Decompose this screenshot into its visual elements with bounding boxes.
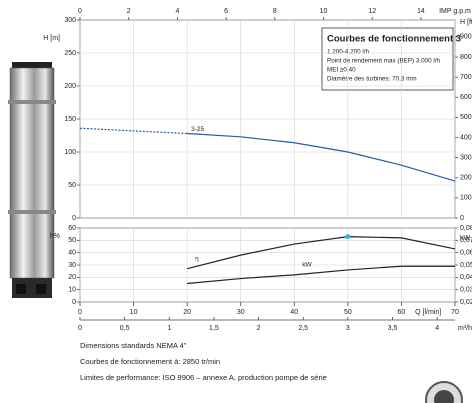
y2-tick-label: 0,02 — [460, 299, 472, 306]
series-label: kW — [302, 262, 312, 269]
x3-tick-label: 1 — [167, 325, 171, 332]
line-extrapolated — [79, 127, 188, 135]
y2-tick-label: 0,06 — [460, 250, 472, 257]
bep-marker — [345, 234, 351, 240]
y2-axis-label: H [ft] — [460, 19, 472, 26]
info-line: 1.200-4.200 l/h — [327, 49, 370, 56]
y2-tick-label: 0 — [460, 215, 464, 222]
series-label: 3-25 — [191, 126, 204, 133]
info-title: Courbes de fonctionnement 3 — [327, 34, 461, 45]
info-line: Point de rendement max (BEP) 3.000 l/h — [327, 58, 441, 65]
x2-tick-label: 4 — [175, 8, 179, 15]
x2-tick-label: 10 — [320, 8, 328, 15]
x2-tick-label: 14 — [417, 8, 425, 15]
y2-tick-label: 600 — [460, 94, 472, 101]
x-tick-label: 70 — [451, 309, 459, 316]
x-tick-label: 10 — [130, 309, 138, 316]
x2-tick-label: 0 — [78, 8, 82, 15]
info-line: MEI ≥0,40 — [327, 67, 356, 74]
x-tick-label: 0 — [78, 309, 82, 316]
y-tick-label: 10 — [68, 287, 76, 294]
y2-tick-label: 700 — [460, 74, 472, 81]
y-tick-label: 150 — [64, 116, 76, 123]
x-tick-label: 60 — [398, 309, 406, 316]
y2-tick-label: 0,03 — [460, 287, 472, 294]
y-tick-label: 300 — [64, 17, 76, 24]
x2-axis-label: IMP g.p.m — [439, 8, 471, 15]
x-tick-label: 50 — [344, 309, 352, 316]
x2-tick-label: 6 — [224, 8, 228, 15]
info-box — [321, 27, 454, 91]
y2-tick-label: 900 — [460, 34, 472, 41]
y2-tick-label: 0,04 — [460, 274, 472, 281]
x3-tick-label: 2,5 — [298, 325, 308, 332]
pump-image — [8, 62, 56, 298]
x3-axis-label: m³/h — [458, 325, 472, 332]
y2-tick-label: 0,08 — [460, 225, 472, 232]
y2-tick-label: 0,05 — [460, 262, 472, 269]
x2-tick-label: 8 — [273, 8, 277, 15]
info-line: Diamètre des turbines: 70,3 mm — [327, 76, 417, 83]
x-axis-label: Q [l/min] — [415, 309, 441, 316]
y2-tick-label: 0,07 — [460, 237, 472, 244]
y-tick-label: 40 — [68, 250, 76, 257]
x-tick-label: 30 — [237, 309, 245, 316]
y-tick-label: 200 — [64, 83, 76, 90]
y-tick-label: 50 — [68, 237, 76, 244]
x3-tick-label: 0 — [78, 325, 82, 332]
icon — [425, 381, 463, 403]
y-tick-label: 60 — [68, 225, 76, 232]
y2-tick-label: 200 — [460, 175, 472, 182]
y-tick-label: 0 — [72, 299, 76, 306]
y-tick-label: 100 — [64, 149, 76, 156]
x3-tick-label: 1,5 — [209, 325, 219, 332]
note: Courbes de fonctionnement à: 2850 tr/min — [80, 357, 220, 366]
x3-tick-label: 3,5 — [388, 325, 398, 332]
x-tick-label: 40 — [290, 309, 298, 316]
y2-tick-label: 100 — [460, 195, 472, 202]
y-tick-label: 30 — [68, 262, 76, 269]
note: Dimensions standards NEMA 4" — [80, 341, 187, 350]
y-tick-label: 50 — [68, 182, 76, 189]
y2-tick-label: 300 — [460, 154, 472, 161]
series-label: η — [195, 255, 199, 262]
y2-tick-label: 400 — [460, 134, 472, 141]
note: Limites de performance: ISO 9906 – annex… — [80, 373, 327, 382]
y2-tick-label: 500 — [460, 114, 472, 121]
y-tick-label: 0 — [72, 215, 76, 222]
x3-tick-label: 0,5 — [120, 325, 130, 332]
y-tick-label: 20 — [68, 274, 76, 281]
x-tick-label: 20 — [183, 309, 191, 316]
x2-tick-label: 12 — [368, 8, 376, 15]
y2-axis-label: kW — [460, 235, 471, 242]
x3-tick-label: 3 — [346, 325, 350, 332]
y2-tick-label: 800 — [460, 54, 472, 61]
line — [187, 265, 455, 285]
x2-tick-label: 2 — [127, 8, 131, 15]
x3-tick-label: 2 — [257, 325, 261, 332]
y-axis-label: H [m] — [43, 35, 60, 42]
x3-tick-label: 4 — [435, 325, 439, 332]
y-tick-label: 250 — [64, 50, 76, 57]
line — [187, 132, 456, 182]
line — [186, 236, 456, 270]
y-axis-label: h% — [50, 233, 60, 240]
